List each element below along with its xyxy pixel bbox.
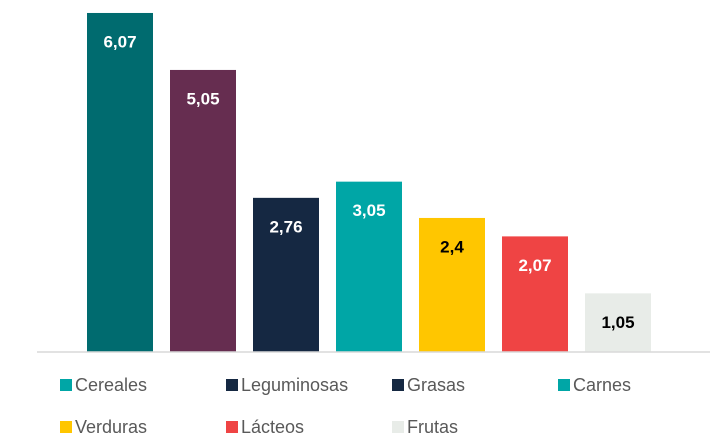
legend-label: Grasas <box>407 375 465 395</box>
legend-label: Frutas <box>407 417 458 437</box>
bar <box>253 197 319 352</box>
value-label: 6,07 <box>103 32 136 51</box>
value-label: 2,4 <box>440 237 464 256</box>
value-label: 5,05 <box>186 89 219 108</box>
bar <box>502 236 568 352</box>
value-label: 2,07 <box>518 256 551 275</box>
legend-swatch <box>60 421 72 433</box>
legend-label: Lácteos <box>241 417 304 437</box>
legend-label: Verduras <box>75 417 147 437</box>
legend-label: Carnes <box>573 375 631 395</box>
legend-swatch <box>392 421 404 433</box>
value-label: 3,05 <box>352 201 385 220</box>
legend-label: Cereales <box>75 375 147 395</box>
legend-swatch <box>60 379 72 391</box>
legend-swatch <box>226 379 238 391</box>
legend-swatch <box>392 379 404 391</box>
legend-swatch <box>226 421 238 433</box>
value-label: 1,05 <box>601 313 634 332</box>
bar <box>170 69 236 353</box>
bar <box>336 181 402 352</box>
legend-label: Leguminosas <box>241 375 348 395</box>
legend-swatch <box>558 379 570 391</box>
bar <box>87 12 153 352</box>
bar <box>585 293 651 352</box>
value-label: 2,76 <box>269 217 302 236</box>
bar <box>419 217 485 352</box>
